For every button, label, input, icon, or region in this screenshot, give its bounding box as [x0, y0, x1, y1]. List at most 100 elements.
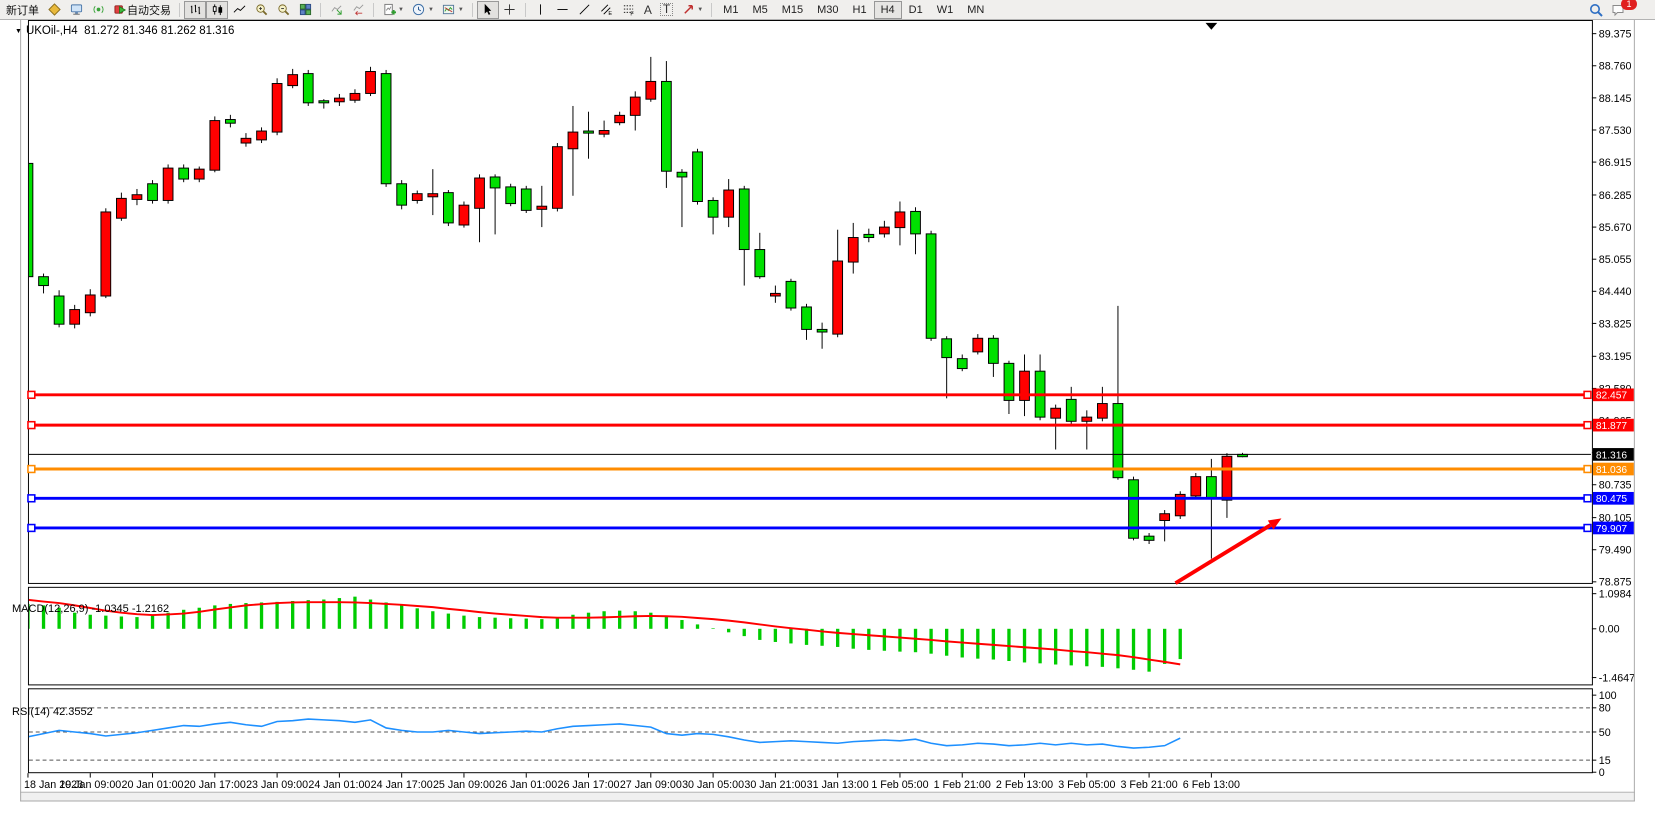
svg-text:84.440: 84.440: [1599, 286, 1632, 298]
chart-shift-marker[interactable]: [1205, 22, 1218, 30]
svg-text:80.105: 80.105: [1599, 513, 1632, 525]
crosshair-icon: [503, 3, 517, 17]
svg-text:79.907: 79.907: [1596, 524, 1628, 535]
svg-text:81.316: 81.316: [1596, 450, 1628, 461]
toolbar-separator: [373, 2, 374, 17]
timeframe-h1-button[interactable]: H1: [846, 1, 874, 19]
svg-text:E: E: [609, 11, 613, 16]
svg-text:26 Jan 17:00: 26 Jan 17:00: [558, 779, 620, 791]
price-badge: 80.475: [1592, 491, 1634, 505]
svg-text:3 Feb 21:00: 3 Feb 21:00: [1120, 779, 1177, 791]
svg-text:81.036: 81.036: [1596, 465, 1628, 476]
toolbar-separator: [320, 2, 321, 17]
macd-panel-frame: [27, 586, 1593, 686]
autotrading-icon: [113, 3, 127, 17]
svg-text:88.145: 88.145: [1599, 93, 1632, 105]
search-button[interactable]: [1585, 1, 1607, 19]
tile-windows-button[interactable]: [294, 1, 316, 19]
label-tool-button[interactable]: T: [656, 1, 677, 19]
cursor-button[interactable]: [476, 0, 499, 19]
candlestick-chart-icon: [210, 3, 224, 17]
svg-text:18 Jan 2023: 18 Jan 2023: [24, 779, 83, 791]
crosshair-button[interactable]: [499, 1, 521, 19]
svg-text:24 Jan 01:00: 24 Jan 01:00: [308, 779, 370, 791]
zoom-in-button[interactable]: [250, 1, 272, 19]
clock-icon: [412, 3, 426, 17]
auto-scroll-button[interactable]: [325, 1, 347, 19]
svg-text:79.490: 79.490: [1599, 545, 1632, 557]
candles-chart-button[interactable]: [206, 0, 228, 19]
autotrading-button[interactable]: 自动交易: [109, 1, 175, 19]
svg-text:82.457: 82.457: [1596, 391, 1628, 402]
channel-button[interactable]: E: [596, 1, 618, 19]
toolbar-separator: [524, 2, 526, 17]
svg-text:1.0984: 1.0984: [1599, 589, 1632, 601]
svg-text:20 Jan 17:00: 20 Jan 17:00: [184, 779, 246, 791]
svg-text:26 Jan 01:00: 26 Jan 01:00: [495, 779, 557, 791]
timeframe-m30-button[interactable]: M30: [810, 1, 845, 19]
price-chart[interactable]: 89.375 88.760 88.145 87.530 86.915 86.285 85.6…: [0, 20, 1655, 821]
svg-text:85.670: 85.670: [1599, 222, 1632, 234]
svg-text:85.055: 85.055: [1599, 254, 1632, 266]
toolbar-separator: [711, 2, 713, 17]
timeframe-d1-button[interactable]: D1: [902, 1, 930, 19]
svg-text:25 Jan 09:00: 25 Jan 09:00: [433, 779, 495, 791]
svg-text:31 Jan 13:00: 31 Jan 13:00: [807, 779, 869, 791]
periods-button[interactable]: ▼: [408, 1, 438, 19]
svg-text:87.530: 87.530: [1599, 125, 1632, 137]
timeframe-m15-button[interactable]: M15: [775, 1, 810, 19]
timeframe-mn-button[interactable]: MN: [960, 1, 991, 19]
line-chart-button[interactable]: [228, 1, 250, 19]
svg-text:80: 80: [1599, 703, 1611, 715]
svg-text:86.285: 86.285: [1599, 190, 1632, 202]
chart-shift-button[interactable]: [347, 1, 369, 19]
svg-text:2 Feb 13:00: 2 Feb 13:00: [996, 779, 1053, 791]
vertical-line-button[interactable]: [530, 1, 552, 19]
timeframe-h4-button[interactable]: H4: [873, 0, 902, 19]
rsi-layer: [28, 707, 1591, 761]
price-axis[interactable]: 89.375 88.760 88.145 87.530 86.915 86.285 85.6…: [1591, 29, 1635, 780]
zoom-out-button[interactable]: [272, 1, 294, 19]
bars-chart-button[interactable]: [184, 0, 206, 19]
price-badge: 79.907: [1592, 521, 1634, 535]
svg-text:86.915: 86.915: [1599, 157, 1632, 169]
indicator-window-icon: [442, 3, 456, 17]
channel-icon: E: [600, 3, 614, 17]
svg-text:F: F: [631, 12, 635, 16]
notifications-button[interactable]: 1: [1607, 0, 1637, 19]
search-icon: [1589, 3, 1603, 17]
signals-button[interactable]: [87, 1, 109, 19]
broadcast-icon: [91, 3, 105, 17]
chevron-down-icon: ▼: [697, 6, 704, 13]
timeframe-w1-button[interactable]: W1: [930, 1, 961, 19]
rsi-panel-frame: [27, 688, 1593, 774]
price-badge: 81.036: [1592, 462, 1634, 476]
arrows-tool-button[interactable]: ▼: [677, 1, 707, 19]
toolbar-separator: [179, 2, 180, 17]
new-chart-button[interactable]: ▼: [378, 1, 408, 19]
toolbar-separator: [471, 2, 473, 17]
chevron-down-icon: ▼: [398, 6, 404, 13]
notification-badge: 1: [1621, 0, 1637, 10]
horizontal-line-button[interactable]: [552, 1, 574, 19]
trend-arrow-annotation[interactable]: [1174, 518, 1282, 585]
svg-text:80.735: 80.735: [1599, 480, 1632, 492]
terminal-button[interactable]: [65, 1, 87, 19]
zoom-in-icon: [254, 3, 268, 17]
text-tool-button[interactable]: A: [640, 1, 656, 19]
trendline-button[interactable]: [574, 1, 596, 19]
editor-button[interactable]: [43, 1, 65, 19]
monitor-icon: [69, 3, 83, 17]
svg-text:30 Jan 05:00: 30 Jan 05:00: [682, 779, 744, 791]
indicators-button[interactable]: ▼: [438, 1, 468, 19]
line-chart-icon: [232, 3, 246, 17]
main-panel-frame: [27, 20, 1593, 584]
svg-text:19 Jan 09:00: 19 Jan 09:00: [59, 779, 121, 791]
fibonacci-button[interactable]: F: [618, 1, 640, 19]
svg-text:100: 100: [1599, 690, 1617, 702]
timeframe-m1-button[interactable]: M1: [716, 1, 745, 19]
timeframe-m5-button[interactable]: M5: [745, 1, 774, 19]
new-order-button[interactable]: 新订单: [2, 1, 43, 19]
svg-text:20 Jan 01:00: 20 Jan 01:00: [122, 779, 184, 791]
